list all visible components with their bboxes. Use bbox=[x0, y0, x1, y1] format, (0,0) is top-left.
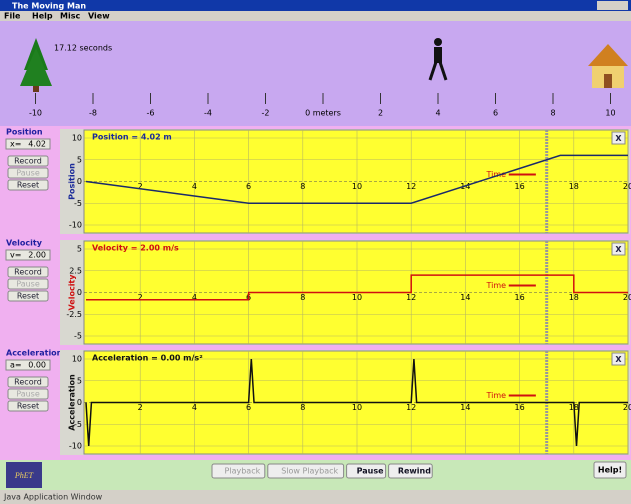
readout-value: 0.00 bbox=[28, 361, 46, 370]
x-tick-label: 8 bbox=[300, 293, 305, 302]
y-tick-label: 0 bbox=[77, 288, 82, 297]
x-tick-label: 2 bbox=[138, 403, 143, 412]
x-tick-label: 10 bbox=[352, 182, 362, 191]
control-button-label: Rewind bbox=[398, 467, 431, 476]
time-label: Time bbox=[485, 391, 506, 400]
readout-value: 4.02 bbox=[28, 140, 46, 149]
side-button-label: Pause bbox=[16, 390, 40, 399]
ruler-label: 6 bbox=[493, 109, 498, 118]
readout-prefix: x= bbox=[10, 140, 21, 149]
side-button-label: Record bbox=[14, 378, 42, 387]
y-tick-label: -10 bbox=[69, 442, 82, 451]
side-button-label: Reset bbox=[17, 292, 39, 301]
x-tick-label: 20 bbox=[623, 182, 631, 191]
x-tick-label: 20 bbox=[623, 293, 631, 302]
y-tick-label: 0 bbox=[77, 177, 82, 186]
graph-title: Velocity = 2.00 m/s bbox=[92, 244, 179, 253]
close-label: X bbox=[615, 134, 622, 143]
ruler-label: -4 bbox=[204, 109, 212, 118]
y-tick-label: 0 bbox=[77, 398, 82, 407]
x-tick-label: 8 bbox=[300, 182, 305, 191]
x-tick-label: 4 bbox=[192, 403, 197, 412]
x-tick-label: 16 bbox=[515, 293, 525, 302]
y-tick-label: 2.5 bbox=[69, 266, 82, 275]
x-tick-label: 6 bbox=[246, 403, 251, 412]
graph-title: Position = 4.02 m bbox=[92, 133, 172, 142]
side-label: Position bbox=[6, 128, 43, 137]
time-label: Time bbox=[485, 281, 506, 290]
ruler-label: 2 bbox=[378, 109, 383, 118]
ruler-label: -6 bbox=[147, 109, 155, 118]
ruler-label: -8 bbox=[89, 109, 97, 118]
axis-label: Position bbox=[68, 163, 77, 200]
y-tick-label: 5 bbox=[77, 245, 82, 254]
window-buttons[interactable] bbox=[597, 1, 628, 10]
x-tick-label: 10 bbox=[352, 293, 362, 302]
x-tick-label: 20 bbox=[623, 403, 631, 412]
ruler-label: 0 meters bbox=[305, 109, 341, 118]
y-tick-label: 10 bbox=[72, 134, 82, 143]
close-label: X bbox=[615, 245, 622, 254]
x-tick-label: 4 bbox=[192, 182, 197, 191]
x-tick-label: 14 bbox=[460, 293, 470, 302]
control-button-label: Slow Playback bbox=[281, 467, 338, 476]
help-label: Help! bbox=[598, 466, 622, 475]
side-button-label: Record bbox=[14, 268, 42, 277]
window-title: The Moving Man bbox=[12, 2, 86, 11]
y-tick-label: 10 bbox=[72, 355, 82, 364]
x-tick-label: 12 bbox=[406, 182, 416, 191]
side-button-label: Pause bbox=[16, 169, 40, 178]
x-tick-label: 16 bbox=[515, 182, 525, 191]
axis-label: Velocity bbox=[68, 274, 77, 311]
app-window: The Moving Man 17.12 seconds PhET Java A… bbox=[0, 0, 631, 504]
y-tick-label: 5 bbox=[77, 155, 82, 164]
control-button-label: Pause bbox=[357, 467, 385, 476]
x-tick-label: 10 bbox=[352, 403, 362, 412]
logo-text: PhET bbox=[14, 471, 34, 480]
x-tick-label: 18 bbox=[569, 182, 579, 191]
side-label: Velocity bbox=[6, 239, 43, 248]
y-tick-label: -5 bbox=[74, 332, 82, 341]
control-button-label: Playback bbox=[225, 467, 261, 476]
readout-value: 2.00 bbox=[28, 251, 46, 260]
x-tick-label: 12 bbox=[406, 403, 416, 412]
side-button-label: Reset bbox=[17, 402, 39, 411]
status-text: Java Application Window bbox=[3, 493, 103, 502]
x-tick-label: 18 bbox=[569, 293, 579, 302]
ruler-label: 8 bbox=[550, 109, 555, 118]
ruler-label: 4 bbox=[435, 109, 440, 118]
close-label: X bbox=[615, 355, 622, 364]
axis-label: Acceleration bbox=[68, 374, 77, 431]
x-tick-label: 6 bbox=[246, 182, 251, 191]
x-tick-label: 2 bbox=[138, 293, 143, 302]
menu-item[interactable]: File bbox=[4, 12, 21, 21]
ruler-label: 10 bbox=[605, 109, 615, 118]
x-tick-label: 8 bbox=[300, 403, 305, 412]
readout-prefix: a= bbox=[10, 361, 22, 370]
side-label: Acceleration bbox=[6, 349, 63, 358]
side-button-label: Record bbox=[14, 157, 42, 166]
y-tick-label: -10 bbox=[69, 221, 82, 230]
menu-item[interactable]: Misc bbox=[60, 12, 80, 21]
side-button-label: Pause bbox=[16, 280, 40, 289]
ruler-label: -10 bbox=[29, 109, 42, 118]
side-button-label: Reset bbox=[17, 181, 39, 190]
x-tick-label: 12 bbox=[406, 293, 416, 302]
x-tick-label: 14 bbox=[460, 403, 470, 412]
ruler-label: -2 bbox=[262, 109, 270, 118]
x-tick-label: 16 bbox=[515, 403, 525, 412]
title-bar bbox=[0, 0, 631, 11]
menu-item[interactable]: Help bbox=[32, 12, 53, 21]
y-tick-label: 5 bbox=[77, 376, 82, 385]
time-display: 17.12 seconds bbox=[54, 44, 112, 53]
x-tick-label: 4 bbox=[192, 293, 197, 302]
readout-prefix: v= bbox=[10, 251, 21, 260]
graph-title: Acceleration = 0.00 m/s² bbox=[92, 354, 203, 363]
menu-item[interactable]: View bbox=[88, 12, 110, 21]
